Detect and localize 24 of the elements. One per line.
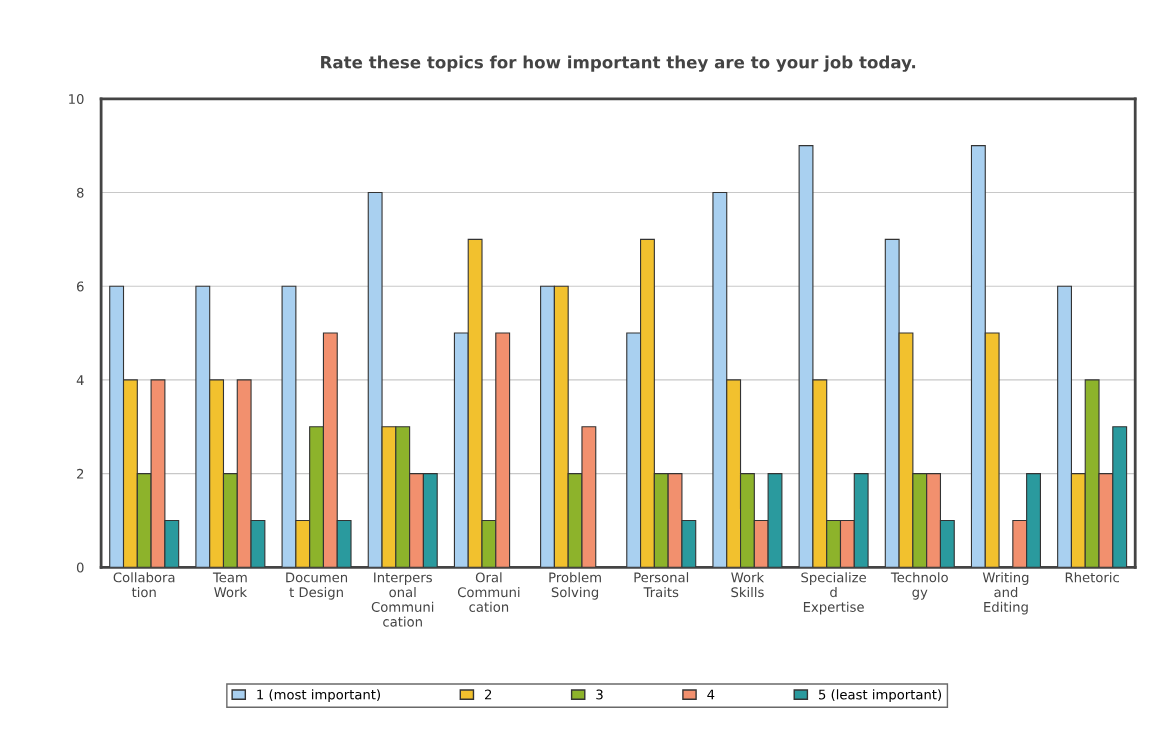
x-tick-label: Writing and Editing [982, 572, 1029, 615]
chart-title: Rate these topics for how important they are to your job today. [321, 55, 916, 72]
y-tick-label: 0 [76, 562, 84, 573]
x-tick-label: Personal Traits [634, 572, 689, 598]
x-tick-label: Specialize d Expertise [801, 572, 867, 615]
x-tick-label: Rhetoric [1065, 572, 1119, 583]
x-tick-label: Technolo gy [890, 572, 948, 600]
y-tick-label: 10 [69, 94, 84, 105]
legend-label: 2 [485, 689, 492, 700]
legend-label: 1 (most important) [257, 689, 380, 703]
legend-label: 3 [596, 689, 603, 700]
x-tick-label: Oral Communi cation [457, 572, 520, 612]
x-tick-label: Work Skills [731, 572, 765, 598]
x-tick-label: Problem Solving [549, 572, 601, 600]
x-tick-label: Collabora tion [113, 572, 175, 598]
legend-label: 4 [707, 689, 715, 700]
x-tick-label: Team Work [212, 572, 248, 598]
y-tick-label: 4 [76, 375, 84, 385]
y-tick-label: 2 [77, 468, 84, 479]
x-tick-label: Documen t Design [286, 572, 348, 600]
y-tick-label: 8 [76, 187, 84, 198]
x-tick-label: Interpers onal Communi cation [371, 572, 434, 627]
y-tick-label: 6 [76, 281, 84, 292]
legend-label: 5 (least important) [818, 689, 942, 703]
